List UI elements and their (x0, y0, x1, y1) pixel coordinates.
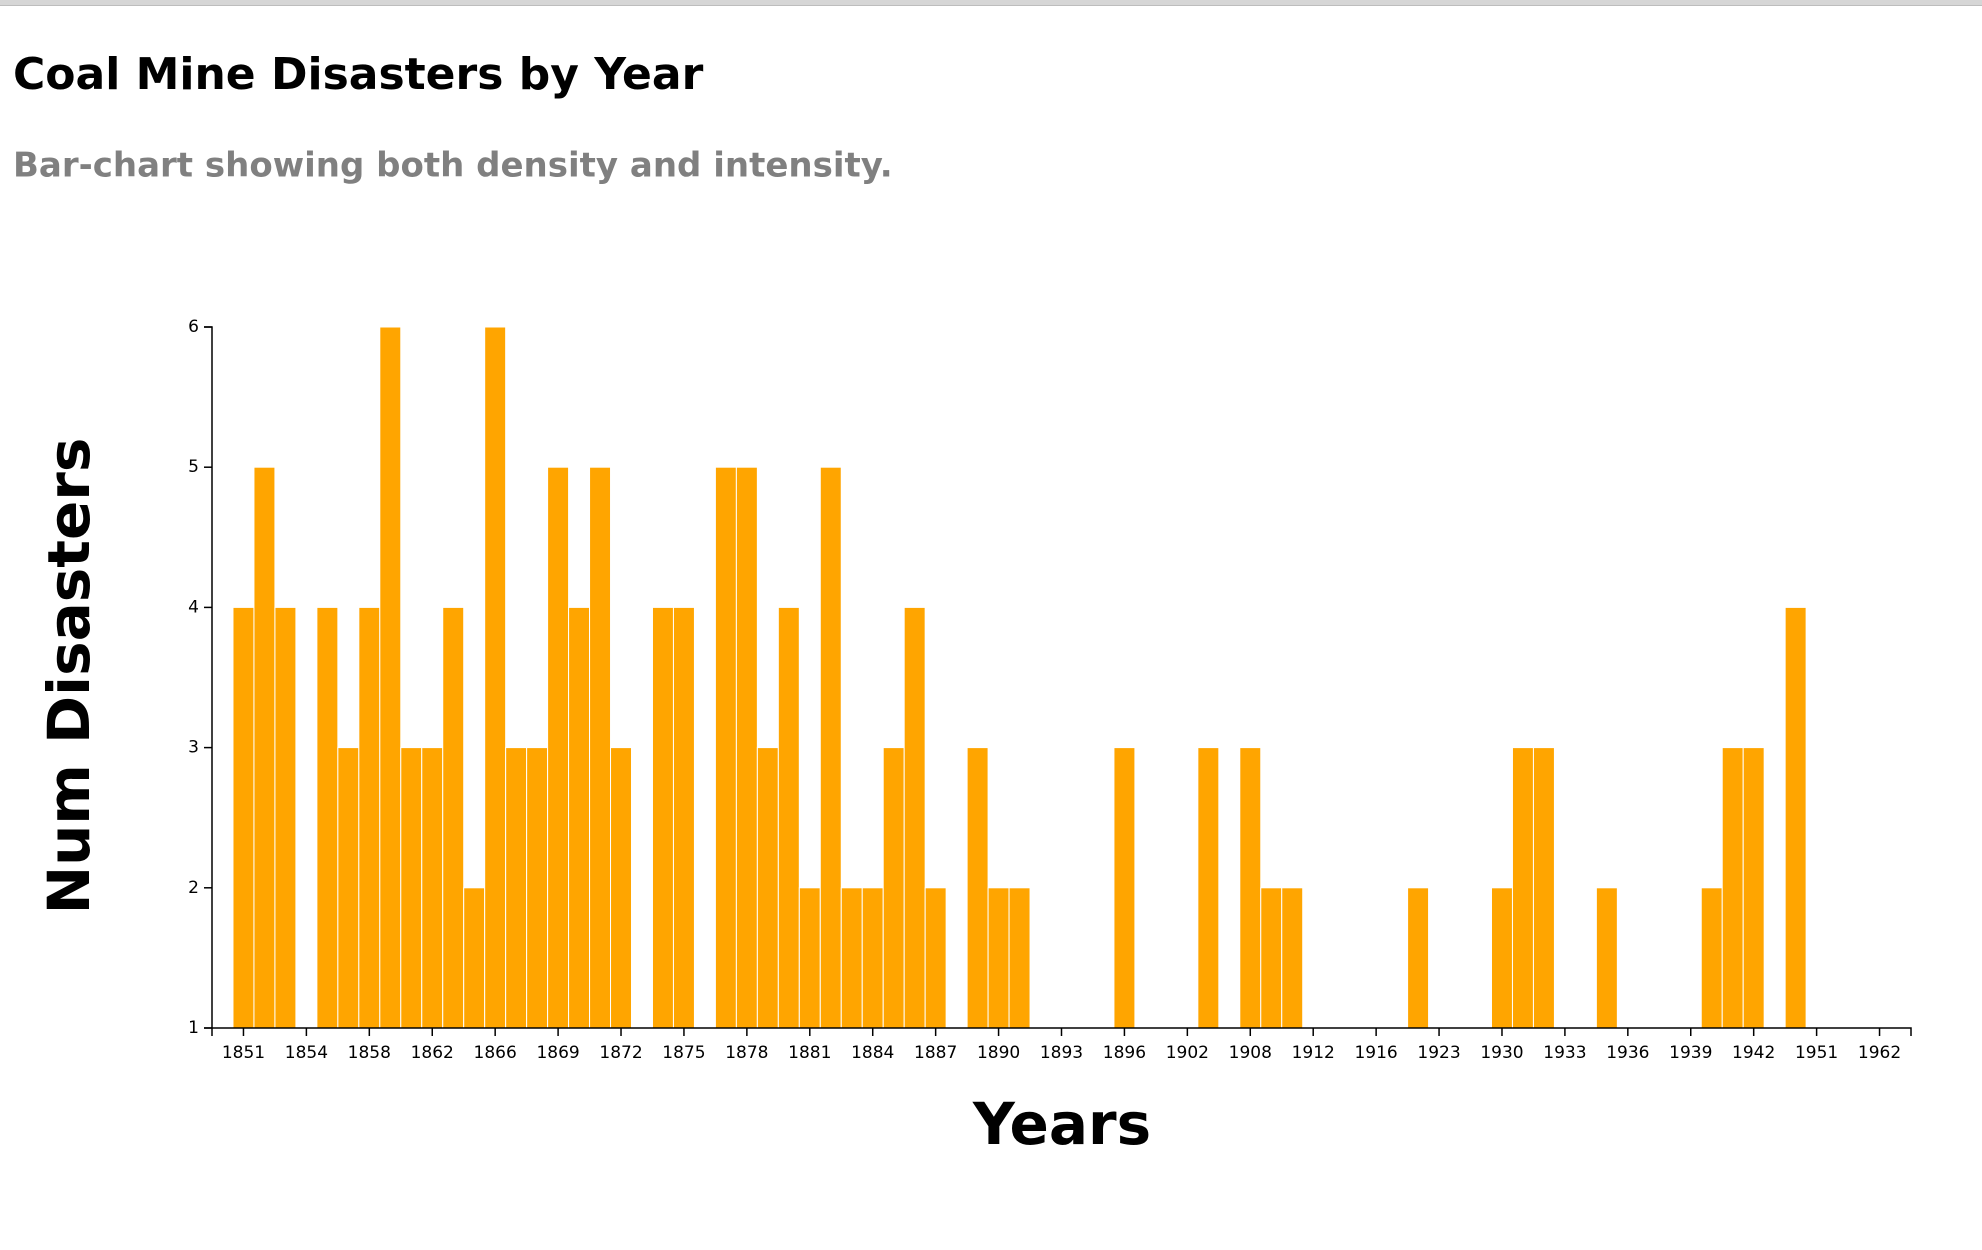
browser-edge (0, 0, 1982, 6)
bar (505, 747, 528, 1029)
bar (379, 326, 402, 1029)
bar (1721, 747, 1744, 1029)
bar (924, 887, 947, 1029)
x-tick-label: 1887 (914, 1043, 957, 1063)
x-tick-label: 1878 (725, 1043, 768, 1063)
bar (903, 606, 926, 1029)
bar (672, 606, 695, 1029)
bar (547, 466, 570, 1029)
x-tick-label: 1854 (285, 1043, 328, 1063)
bar (756, 747, 779, 1029)
bar (1197, 747, 1220, 1029)
bar (882, 747, 905, 1029)
x-tick-label: 1908 (1229, 1043, 1272, 1063)
x-tick-label: 1916 (1354, 1043, 1397, 1063)
bar (798, 887, 821, 1029)
x-tick-label: 1942 (1732, 1043, 1775, 1063)
bar (1700, 887, 1723, 1029)
bar (463, 887, 486, 1029)
y-tick-label: 1 (188, 1018, 199, 1038)
y-tick-label: 3 (188, 738, 199, 758)
x-tick-label: 1896 (1103, 1043, 1146, 1063)
bar (651, 606, 674, 1029)
bar (861, 887, 884, 1029)
y-axis-line (204, 326, 213, 1029)
bar (1742, 747, 1765, 1029)
x-tick-label: 1936 (1606, 1043, 1649, 1063)
bar (1260, 887, 1283, 1029)
x-tick-label: 1933 (1543, 1043, 1586, 1063)
x-tick-label: 1930 (1480, 1043, 1523, 1063)
bar (484, 326, 507, 1029)
x-tick-label: 1869 (536, 1043, 579, 1063)
x-tick-label: 1851 (222, 1043, 265, 1063)
y-tick-label: 5 (188, 457, 199, 477)
bar (232, 606, 255, 1029)
x-tick-label: 1875 (662, 1043, 705, 1063)
bar (1490, 887, 1513, 1029)
bar (589, 466, 612, 1029)
bar (1532, 747, 1555, 1029)
bar (1595, 887, 1618, 1029)
x-tick-label: 1872 (599, 1043, 642, 1063)
bar (526, 747, 549, 1029)
x-tick-label: 1881 (788, 1043, 831, 1063)
bar (1511, 747, 1534, 1029)
bar (966, 747, 989, 1029)
axes (204, 326, 1912, 1036)
bar (568, 606, 591, 1029)
x-tick-label: 1902 (1166, 1043, 1209, 1063)
bar (840, 887, 863, 1029)
y-tick-label: 6 (188, 317, 199, 337)
x-tick-label: 1890 (977, 1043, 1020, 1063)
chart-subtitle: Bar-chart showing both density and inten… (13, 146, 893, 186)
bar (819, 466, 842, 1029)
y-tick-label: 4 (188, 597, 199, 617)
chart-title: Coal Mine Disasters by Year (13, 49, 704, 100)
bar (1407, 887, 1430, 1029)
x-tick-label: 1858 (348, 1043, 391, 1063)
bar (735, 466, 758, 1029)
bar (1784, 606, 1807, 1029)
x-tick-label: 1862 (411, 1043, 454, 1063)
x-tick-label: 1923 (1417, 1043, 1460, 1063)
x-tick-label: 1893 (1040, 1043, 1083, 1063)
bar (337, 747, 360, 1029)
bar (1281, 887, 1304, 1029)
y-tick-label: 2 (188, 878, 199, 898)
bar (714, 466, 737, 1029)
x-tick-label: 1951 (1795, 1043, 1838, 1063)
bar (1113, 747, 1136, 1029)
x-axis-title: Years (972, 1090, 1151, 1158)
bar (274, 606, 297, 1029)
bar (400, 747, 423, 1029)
bar (1239, 747, 1262, 1029)
x-tick-label: 1912 (1292, 1043, 1335, 1063)
x-tick-label: 1962 (1858, 1043, 1901, 1063)
y-axis-title: Num Disasters (35, 438, 103, 915)
bar (358, 606, 381, 1029)
bars (232, 326, 1807, 1029)
bar (316, 606, 339, 1029)
x-tick-label: 1866 (474, 1043, 517, 1063)
bar (777, 606, 800, 1029)
bar (1008, 887, 1031, 1029)
x-tick-label: 1939 (1669, 1043, 1712, 1063)
bar (421, 747, 444, 1029)
bar (610, 747, 633, 1029)
bar (987, 887, 1010, 1029)
x-tick-label: 1884 (851, 1043, 894, 1063)
bar (442, 606, 465, 1029)
bar (253, 466, 276, 1029)
